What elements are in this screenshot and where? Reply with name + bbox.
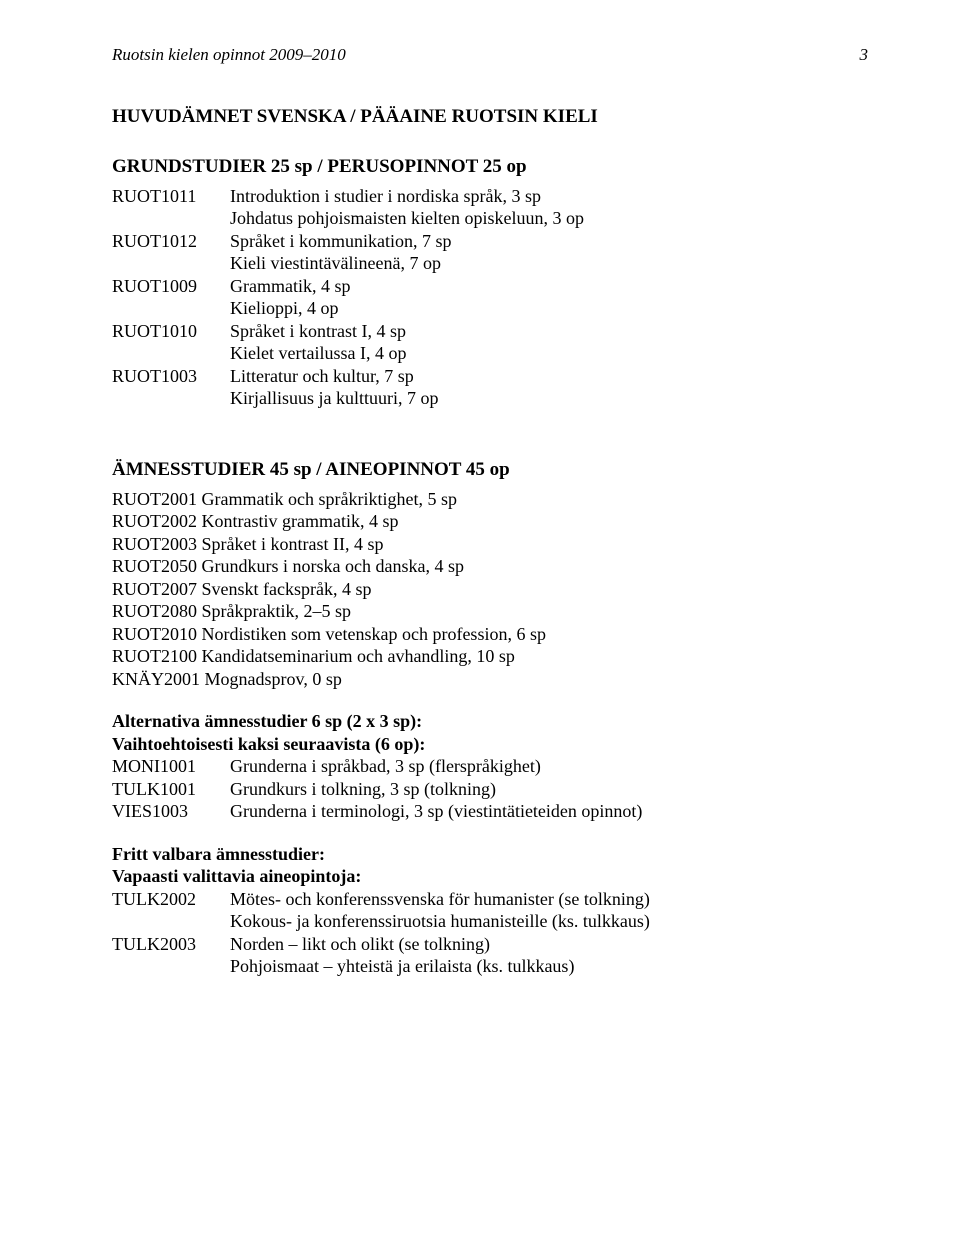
list-item: RUOT2010 Nordistiken som vetenskap och p… bbox=[112, 623, 868, 646]
course-title-fi: Kielet vertailussa I, 4 op bbox=[112, 342, 868, 365]
list-item: RUOT1009 Grammatik, 4 sp bbox=[112, 275, 868, 298]
course-code: RUOT1009 bbox=[112, 275, 230, 298]
list-item: RUOT2001 Grammatik och språkriktighet, 5… bbox=[112, 488, 868, 511]
course-title-sv: Introduktion i studier i nordiska språk,… bbox=[230, 185, 868, 208]
course-title-fi: Kieli viestintävälineenä, 7 op bbox=[112, 252, 868, 275]
course-code: RUOT1010 bbox=[112, 320, 230, 343]
course-code: TULK2003 bbox=[112, 933, 230, 956]
list-item: RUOT2050 Grundkurs i norska och danska, … bbox=[112, 555, 868, 578]
list-item: RUOT2002 Kontrastiv grammatik, 4 sp bbox=[112, 510, 868, 533]
course-title-sv: Språket i kontrast I, 4 sp bbox=[230, 320, 868, 343]
course-title: Grundkurs i tolkning, 3 sp (tolkning) bbox=[230, 778, 868, 801]
course-code: VIES1003 bbox=[112, 800, 230, 823]
course-code: TULK2002 bbox=[112, 888, 230, 911]
section-3-heading-sv: Alternativa ämnesstudier 6 sp (2 x 3 sp)… bbox=[112, 710, 868, 733]
course-title-fi: Johdatus pohjoismaisten kielten opiskelu… bbox=[112, 207, 868, 230]
course-title-sv: Norden – likt och olikt (se tolkning) bbox=[230, 933, 868, 956]
course-code: RUOT1011 bbox=[112, 185, 230, 208]
list-item: RUOT1003 Litteratur och kultur, 7 sp bbox=[112, 365, 868, 388]
list-item: MONI1001 Grunderna i språkbad, 3 sp (fle… bbox=[112, 755, 868, 778]
course-title: Grunderna i terminologi, 3 sp (viestintä… bbox=[230, 800, 868, 823]
section-1-title: GRUNDSTUDIER 25 sp / PERUSOPINNOT 25 op bbox=[112, 155, 868, 179]
section-2-list: RUOT2001 Grammatik och språkriktighet, 5… bbox=[112, 488, 868, 691]
header-title: Ruotsin kielen opinnot 2009–2010 bbox=[112, 44, 346, 65]
course-title-fi: Kielioppi, 4 op bbox=[112, 297, 868, 320]
section-3: Alternativa ämnesstudier 6 sp (2 x 3 sp)… bbox=[112, 710, 868, 823]
list-item: RUOT1011 Introduktion i studier i nordis… bbox=[112, 185, 868, 208]
list-item: TULK1001 Grundkurs i tolkning, 3 sp (tol… bbox=[112, 778, 868, 801]
course-title: Grunderna i språkbad, 3 sp (flerspråkigh… bbox=[230, 755, 868, 778]
list-item: RUOT2007 Svenskt fackspråk, 4 sp bbox=[112, 578, 868, 601]
section-4-heading-fi: Vapaasti valittavia aineopintoja: bbox=[112, 865, 868, 888]
section-1-list: RUOT1011 Introduktion i studier i nordis… bbox=[112, 185, 868, 410]
list-item: RUOT2080 Språkpraktik, 2–5 sp bbox=[112, 600, 868, 623]
header-page-number: 3 bbox=[860, 44, 869, 65]
course-title-fi: Kirjallisuus ja kulttuuri, 7 op bbox=[112, 387, 868, 410]
page-header: Ruotsin kielen opinnot 2009–2010 3 bbox=[112, 44, 868, 65]
course-title-sv: Litteratur och kultur, 7 sp bbox=[230, 365, 868, 388]
list-item: RUOT1012 Språket i kommunikation, 7 sp bbox=[112, 230, 868, 253]
list-item: RUOT2003 Språket i kontrast II, 4 sp bbox=[112, 533, 868, 556]
section-3-heading-fi: Vaihtoehtoisesti kaksi seuraavista (6 op… bbox=[112, 733, 868, 756]
course-code: RUOT1003 bbox=[112, 365, 230, 388]
list-item: RUOT2100 Kandidatseminarium och avhandli… bbox=[112, 645, 868, 668]
section-2-title: ÄMNESSTUDIER 45 sp / AINEOPINNOT 45 op bbox=[112, 458, 868, 482]
page: Ruotsin kielen opinnot 2009–2010 3 HUVUD… bbox=[0, 0, 960, 1258]
list-item: TULK2003 Norden – likt och olikt (se tol… bbox=[112, 933, 868, 956]
course-title-fi: Pohjoismaat – yhteistä ja erilaista (ks.… bbox=[112, 955, 868, 978]
main-title: HUVUDÄMNET SVENSKA / PÄÄAINE RUOTSIN KIE… bbox=[112, 105, 868, 129]
course-title-sv: Mötes- och konferenssvenska för humanist… bbox=[230, 888, 868, 911]
list-item: TULK2002 Mötes- och konferenssvenska för… bbox=[112, 888, 868, 911]
course-code: TULK1001 bbox=[112, 778, 230, 801]
section-4-heading-sv: Fritt valbara ämnesstudier: bbox=[112, 843, 868, 866]
section-4: Fritt valbara ämnesstudier: Vapaasti val… bbox=[112, 843, 868, 978]
list-item: VIES1003 Grunderna i terminologi, 3 sp (… bbox=[112, 800, 868, 823]
course-code: RUOT1012 bbox=[112, 230, 230, 253]
list-item: RUOT1010 Språket i kontrast I, 4 sp bbox=[112, 320, 868, 343]
course-title-sv: Grammatik, 4 sp bbox=[230, 275, 868, 298]
course-code: MONI1001 bbox=[112, 755, 230, 778]
course-title-fi: Kokous- ja konferenssiruotsia humanistei… bbox=[112, 910, 868, 933]
list-item: KNÄY2001 Mognadsprov, 0 sp bbox=[112, 668, 868, 691]
course-title-sv: Språket i kommunikation, 7 sp bbox=[230, 230, 868, 253]
